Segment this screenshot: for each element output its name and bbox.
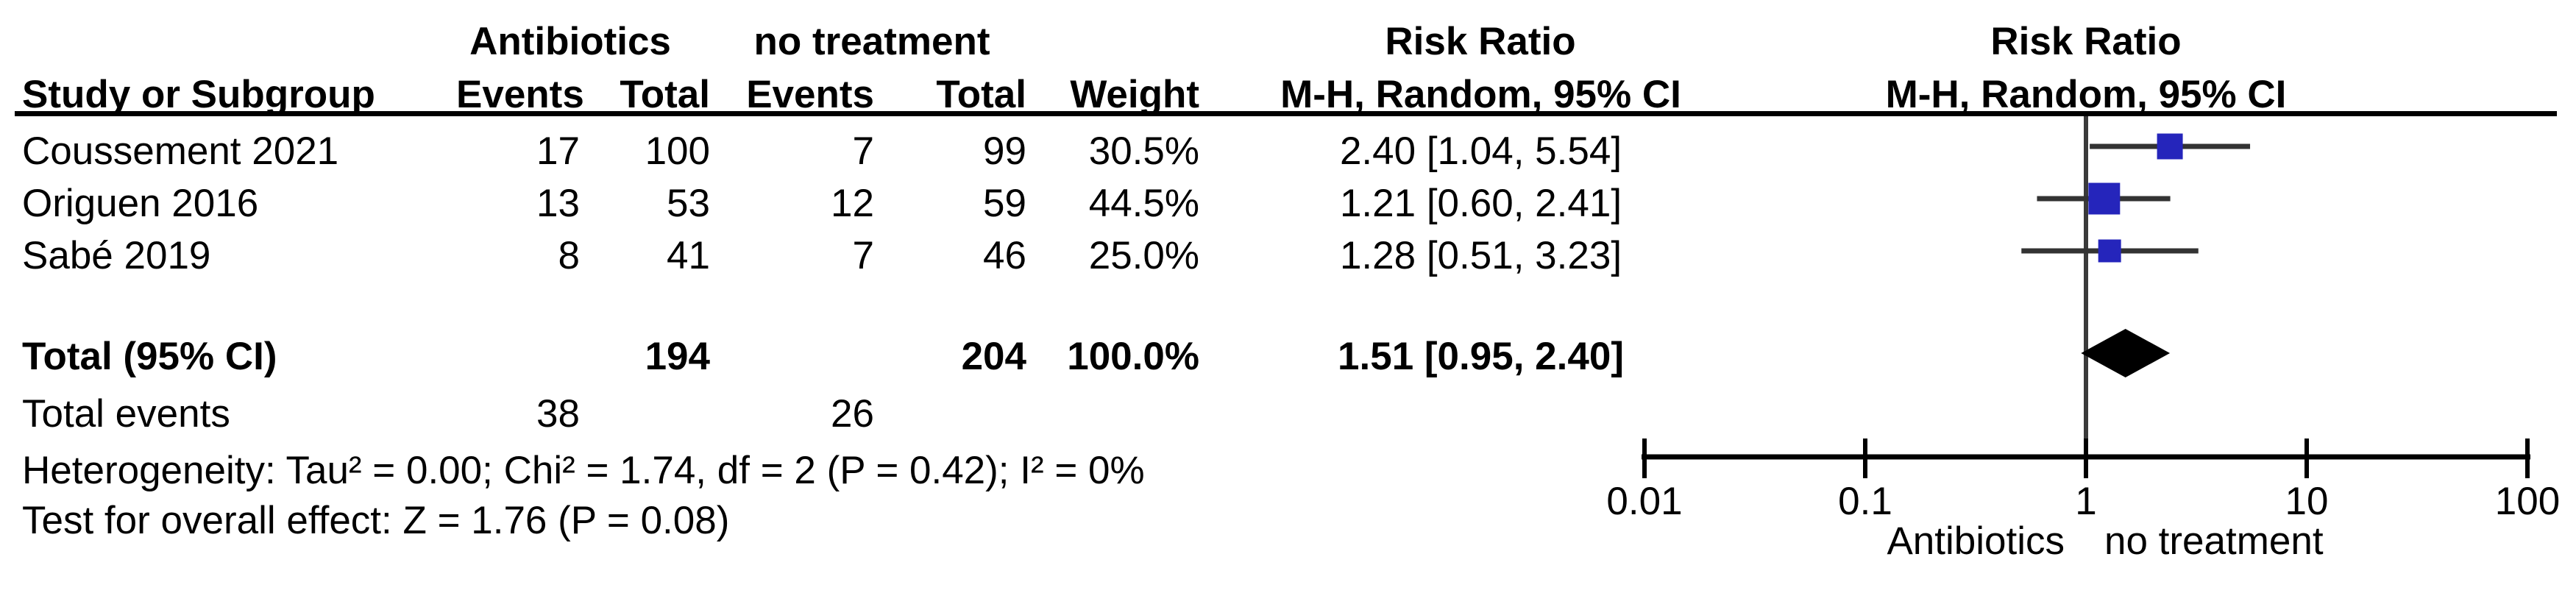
- total-value: 59: [983, 182, 1026, 225]
- events-value: 8: [558, 234, 580, 277]
- study-row: Origuen 2016 13 53 12 59 44.5% 1.21 [0.6…: [0, 178, 1762, 230]
- rr-ci-value: 2.40 [1.04, 5.54]: [1339, 129, 1622, 173]
- col-study-or-subgroup: Study or Subgroup: [22, 73, 375, 116]
- total-value: 53: [667, 182, 710, 225]
- events-value: 12: [831, 182, 874, 225]
- total-events-row: Total events 38 26: [0, 388, 1762, 440]
- total-events-antibiotics: 38: [536, 392, 580, 436]
- heterogeneity-stats: Heterogeneity: Tau² = 0.00; Chi² = 1.74,…: [22, 449, 1145, 492]
- total-rr-ci: 1.51 [0.95, 2.40]: [1338, 335, 1624, 378]
- total-row: Total (95% CI) 194 204 100.0% 1.51 [0.95…: [0, 331, 1762, 383]
- weight-value: 30.5%: [1088, 129, 1199, 173]
- events-value: 7: [852, 129, 874, 173]
- study-row: Sabé 2019 8 41 7 46 25.0% 1.28 [0.51, 3.…: [0, 230, 1762, 282]
- study-square: [2157, 133, 2183, 160]
- axis-tick-label: 0.01: [1606, 480, 1683, 523]
- weight-value: 44.5%: [1088, 182, 1199, 225]
- study-name: Sabé 2019: [22, 234, 211, 277]
- header-divider-line: [15, 111, 2557, 116]
- table-risk-ratio-header: Risk Ratio: [1385, 20, 1576, 63]
- total-n-no-treatment: 204: [961, 335, 1026, 378]
- col-total-no-treatment: Total: [936, 73, 1026, 116]
- total-events-no-treatment: 26: [831, 392, 874, 436]
- study-name: Origuen 2016: [22, 182, 259, 225]
- axis-tick-label: 100: [2494, 480, 2561, 523]
- axis-tick-label: 1: [2075, 480, 2097, 523]
- group-header-no-treatment: no treatment: [753, 20, 990, 63]
- axis-label-no-treatment: no treatment: [2104, 519, 2324, 563]
- group-header-antibiotics: Antibiotics: [469, 20, 671, 63]
- total-weight: 100.0%: [1067, 335, 1199, 378]
- col-total-antibiotics: Total: [620, 73, 710, 116]
- col-mh-random-ci: M-H, Random, 95% CI: [1280, 73, 1681, 116]
- study-square: [2088, 182, 2121, 215]
- column-header-row: Study or Subgroup Events Total Events To…: [0, 69, 1762, 121]
- events-value: 7: [852, 234, 874, 277]
- study-name: Coussement 2021: [22, 129, 339, 173]
- overall-effect-test: Test for overall effect: Z = 1.76 (P = 0…: [22, 499, 730, 542]
- plot-risk-ratio-header: Risk Ratio: [1990, 20, 2182, 63]
- summary-diamond: [2081, 329, 2171, 377]
- total-events-label: Total events: [22, 392, 230, 436]
- total-value: 99: [983, 129, 1026, 173]
- total-value: 46: [983, 234, 1026, 277]
- rr-ci-value: 1.28 [0.51, 3.23]: [1339, 234, 1622, 277]
- events-value: 17: [536, 129, 580, 173]
- events-value: 13: [536, 182, 580, 225]
- axis-tick-label: 0.1: [1838, 480, 1892, 523]
- weight-value: 25.0%: [1088, 234, 1199, 277]
- col-weight: Weight: [1070, 73, 1199, 116]
- study-square: [2098, 239, 2121, 263]
- col-events-no-treatment: Events: [746, 73, 874, 116]
- total-n-antibiotics: 194: [645, 335, 710, 378]
- total-label: Total (95% CI): [22, 335, 277, 378]
- col-events-antibiotics: Events: [456, 73, 584, 116]
- plot-mh-random-header: M-H, Random, 95% CI: [1885, 73, 2287, 116]
- axis-tick-label: 10: [2285, 480, 2329, 523]
- rr-ci-value: 1.21 [0.60, 2.41]: [1339, 182, 1622, 225]
- total-value: 41: [667, 234, 710, 277]
- study-row: Coussement 2021 17 100 7 99 30.5% 2.40 […: [0, 126, 1762, 177]
- axis-label-antibiotics: Antibiotics: [1887, 519, 2065, 563]
- total-value: 100: [645, 129, 710, 173]
